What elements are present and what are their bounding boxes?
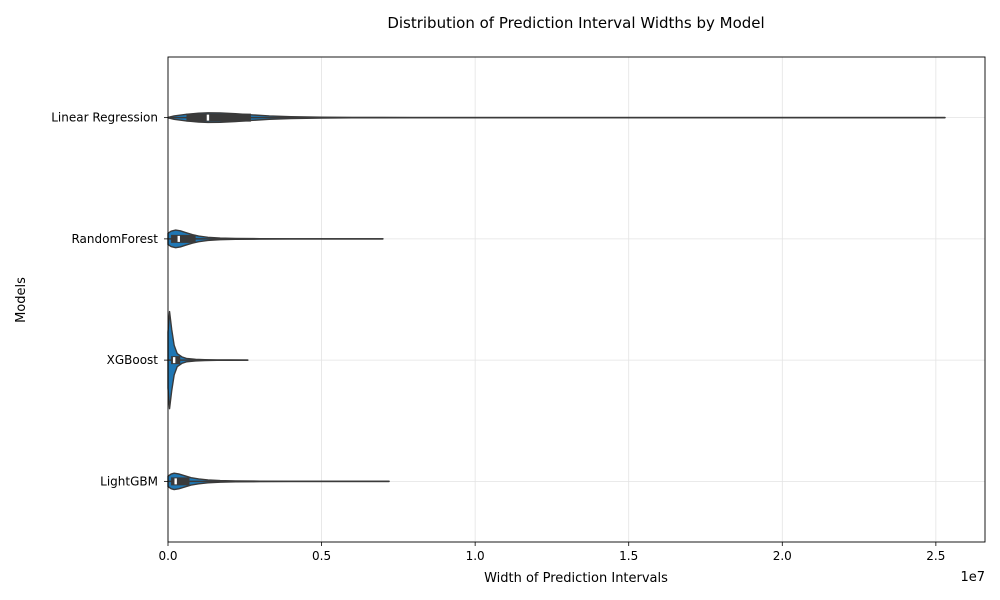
x-tick-label: 0.5 <box>312 549 331 563</box>
x-tick-label: 1.5 <box>619 549 638 563</box>
median-marker <box>174 478 177 485</box>
x-axis-scale-label: 1e7 <box>960 570 985 585</box>
iqr-box <box>171 477 190 486</box>
violins <box>167 112 946 491</box>
median-marker <box>206 114 210 121</box>
x-tick-label: 1.0 <box>466 549 485 563</box>
x-axis-label: Width of Prediction Intervals <box>484 571 668 586</box>
x-tick-label: 2.0 <box>773 549 792 563</box>
y-axis-label: Models <box>14 277 29 323</box>
x-axis: 0.0 0.5 1.0 1.5 2.0 2.5 <box>158 542 945 563</box>
y-tick-label: Linear Regression <box>51 111 158 125</box>
median-marker <box>172 357 176 364</box>
iqr-box <box>186 113 251 122</box>
x-tick-label: 0.0 <box>158 549 177 563</box>
y-tick-label: LightGBM <box>100 474 158 488</box>
median-marker <box>177 235 180 242</box>
y-axis: Linear Regression RandomForest XGBoost Ligh… <box>51 111 168 488</box>
y-tick-label: XGBoost <box>107 353 159 367</box>
plot-area-frame <box>167 56 986 543</box>
grid-lines <box>167 57 985 542</box>
chart-title: Distribution of Prediction Interval Widt… <box>387 14 764 32</box>
y-tick-label: RandomForest <box>71 232 158 246</box>
iqr-box <box>171 356 181 365</box>
x-tick-label: 2.5 <box>926 549 945 563</box>
iqr-box <box>171 234 196 243</box>
